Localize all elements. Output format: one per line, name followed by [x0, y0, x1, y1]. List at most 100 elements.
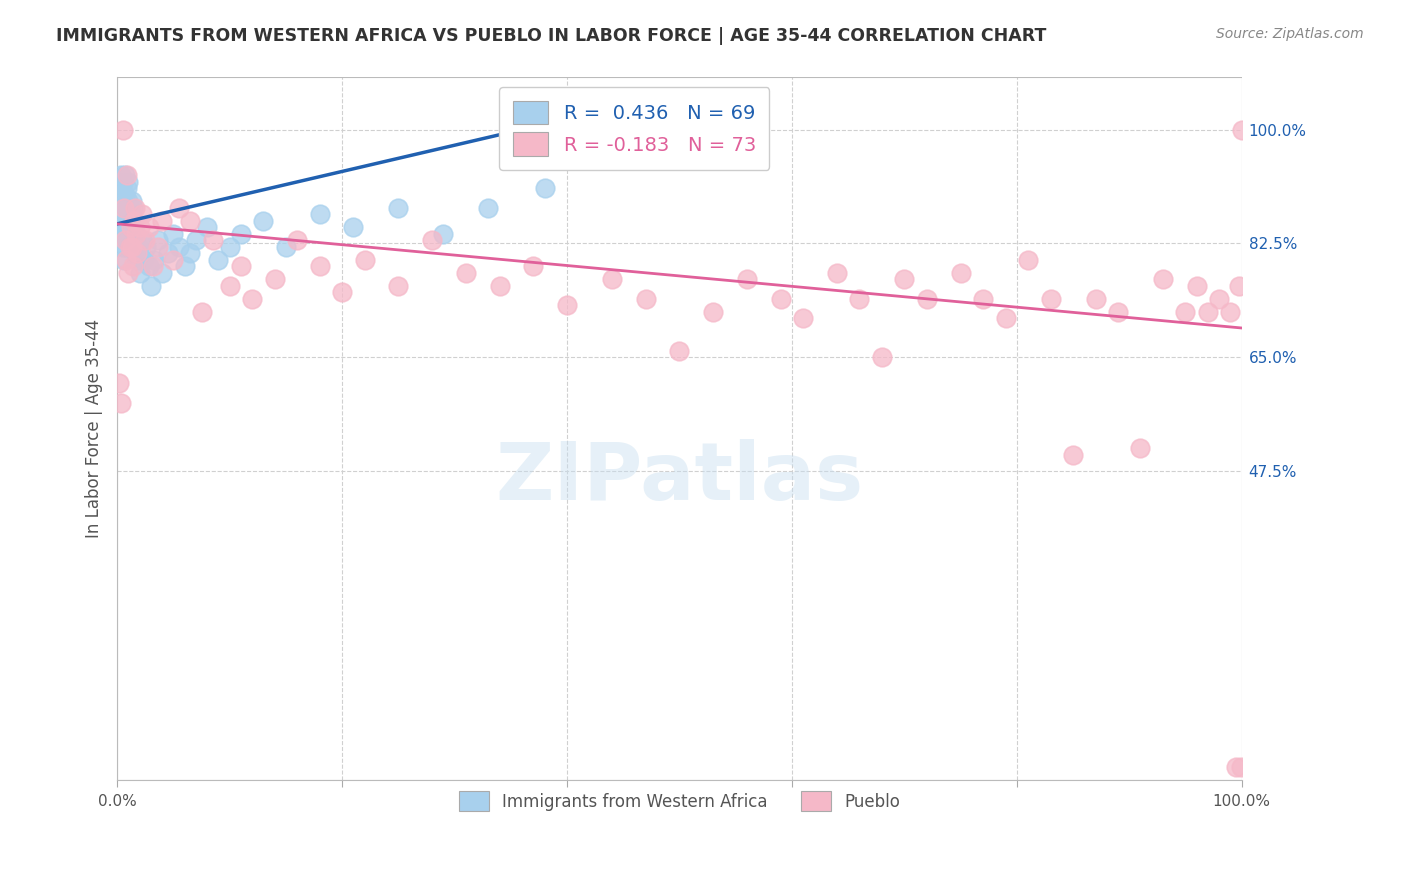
Point [138, 259, 160, 273]
Point [125, 246, 148, 260]
Point [195, 220, 218, 235]
Point [190, 304, 212, 318]
Point [117, 233, 139, 247]
Point [128, 266, 150, 280]
Point [274, 240, 297, 254]
Point [477, 201, 499, 215]
Point [1039, 292, 1062, 306]
Point [127, 252, 149, 267]
Point [124, 201, 146, 215]
Point [167, 240, 190, 254]
Text: IMMIGRANTS FROM WESTERN AFRICA VS PUEBLO IN LABOR FORCE | AGE 35-44 CORRELATION : IMMIGRANTS FROM WESTERN AFRICA VS PUEBLO… [56, 27, 1046, 45]
Point [112, 207, 135, 221]
Point [156, 246, 179, 260]
Point [1107, 304, 1129, 318]
Point [124, 233, 146, 247]
Point [115, 252, 138, 267]
Point [128, 220, 150, 235]
Point [162, 252, 184, 267]
Point [179, 246, 201, 260]
Legend: Immigrants from Western Africa, Pueblo: Immigrants from Western Africa, Pueblo [446, 778, 914, 825]
Point [114, 168, 136, 182]
Point [114, 233, 136, 247]
Point [127, 246, 149, 260]
Point [120, 220, 142, 235]
Point [139, 278, 162, 293]
Point [342, 220, 364, 235]
Point [555, 298, 578, 312]
Point [135, 240, 157, 254]
Point [120, 207, 142, 221]
Point [121, 194, 143, 208]
Point [111, 240, 134, 254]
Point [128, 240, 150, 254]
Point [108, 376, 131, 391]
Point [117, 213, 139, 227]
Y-axis label: In Labor Force | Age 35-44: In Labor Force | Age 35-44 [86, 319, 103, 539]
Point [488, 278, 510, 293]
Point [353, 252, 375, 267]
Point [125, 227, 148, 241]
Point [184, 233, 207, 247]
Point [122, 220, 145, 235]
Point [117, 266, 139, 280]
Point [110, 168, 132, 182]
Point [600, 272, 623, 286]
Point [173, 259, 195, 273]
Point [825, 266, 848, 280]
Point [207, 252, 229, 267]
Point [112, 201, 135, 215]
Point [108, 201, 131, 215]
Point [122, 213, 145, 227]
Point [150, 213, 173, 227]
Point [769, 292, 792, 306]
Point [146, 240, 169, 254]
Text: Source: ZipAtlas.com: Source: ZipAtlas.com [1216, 27, 1364, 41]
Point [1185, 278, 1208, 293]
Point [179, 213, 201, 227]
Point [111, 201, 134, 215]
Point [131, 233, 153, 247]
Point [122, 201, 145, 215]
Point [143, 252, 166, 267]
Point [138, 220, 160, 235]
Point [432, 227, 454, 241]
Point [1084, 292, 1107, 306]
Point [1152, 272, 1174, 286]
Point [114, 187, 136, 202]
Point [115, 220, 138, 235]
Point [122, 220, 145, 235]
Point [1017, 252, 1039, 267]
Point [735, 272, 758, 286]
Point [522, 259, 544, 273]
Point [110, 187, 132, 202]
Point [668, 343, 690, 358]
Point [121, 240, 143, 254]
Point [1062, 448, 1084, 462]
Point [308, 207, 330, 221]
Point [111, 220, 134, 235]
Point [229, 227, 252, 241]
Point [454, 266, 477, 280]
Point [117, 168, 139, 182]
Point [117, 181, 139, 195]
Point [117, 175, 139, 189]
Point [1129, 442, 1152, 456]
Point [1174, 304, 1197, 318]
Point [870, 351, 893, 365]
Point [111, 220, 134, 235]
Point [146, 233, 169, 247]
Point [134, 252, 156, 267]
Point [1208, 292, 1230, 306]
Point [1229, 278, 1251, 293]
Point [994, 311, 1017, 326]
Point [118, 240, 141, 254]
Point [229, 259, 252, 273]
Point [110, 396, 132, 410]
Point [111, 201, 134, 215]
Point [949, 266, 972, 280]
Point [893, 272, 915, 286]
Point [142, 259, 165, 273]
Point [122, 259, 145, 273]
Point [114, 220, 136, 235]
